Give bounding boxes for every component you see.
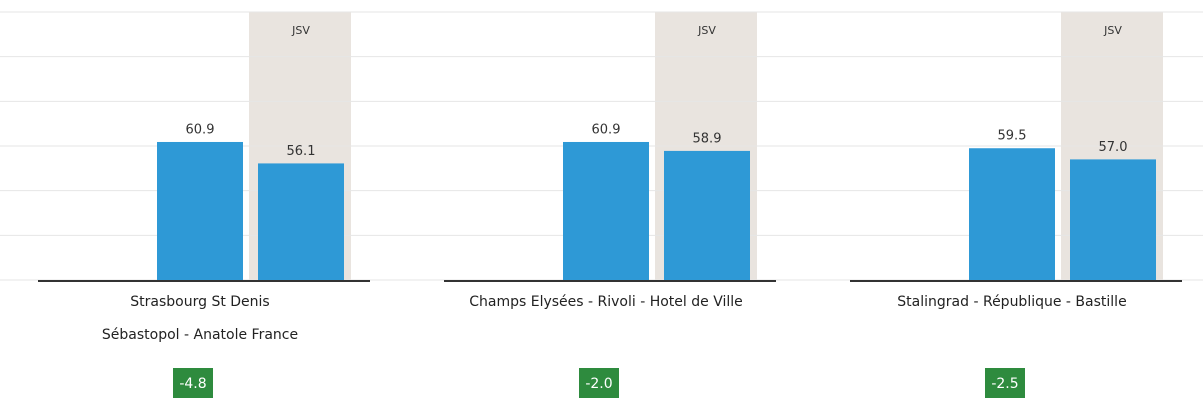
difference-badge xyxy=(985,368,1025,398)
value-label: 58.9 xyxy=(693,131,722,146)
bar xyxy=(157,141,243,280)
difference-label: -2.5 xyxy=(991,376,1018,392)
bar xyxy=(969,148,1055,280)
difference-label: -4.8 xyxy=(179,376,206,392)
category-label: JSV xyxy=(697,24,716,37)
value-label: 59.5 xyxy=(998,129,1027,144)
bar xyxy=(664,150,750,280)
category-label: JSV xyxy=(1103,24,1122,37)
group-title: Strasbourg St Denis xyxy=(130,294,269,310)
value-label: 60.9 xyxy=(592,122,621,137)
group-title: Sébastopol - Anatole France xyxy=(102,327,298,343)
difference-badge xyxy=(173,368,213,398)
value-label: 56.1 xyxy=(287,144,316,159)
difference-label: -2.0 xyxy=(585,376,612,392)
difference-badge xyxy=(579,368,619,398)
bar xyxy=(258,163,344,280)
value-label: 60.9 xyxy=(186,122,215,137)
value-label: 57.0 xyxy=(1099,140,1128,155)
bar xyxy=(563,141,649,280)
group-title: Champs Elysées - Rivoli - Hotel de Ville xyxy=(469,294,743,310)
group-title: Stalingrad - République - Bastille xyxy=(897,294,1126,310)
bar xyxy=(1070,159,1156,280)
category-label: JSV xyxy=(291,24,310,37)
